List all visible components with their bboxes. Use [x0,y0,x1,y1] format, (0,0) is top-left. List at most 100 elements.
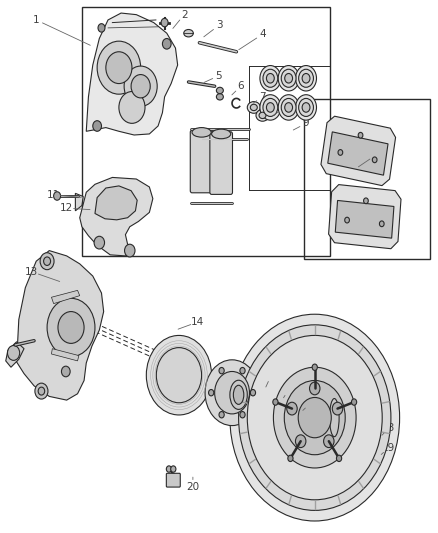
Polygon shape [328,184,401,249]
Circle shape [358,132,363,138]
Polygon shape [51,349,79,361]
Circle shape [35,383,48,399]
Circle shape [219,367,224,374]
Text: 10: 10 [369,150,382,160]
Polygon shape [17,251,104,400]
Ellipse shape [299,99,314,116]
Ellipse shape [260,66,281,91]
Circle shape [372,157,377,163]
Text: 7: 7 [259,92,266,102]
Circle shape [240,411,245,418]
Circle shape [288,455,293,462]
Text: 4: 4 [259,29,266,39]
Circle shape [106,52,132,84]
Circle shape [284,381,345,455]
Ellipse shape [278,66,299,91]
Text: 1: 1 [33,15,39,25]
Circle shape [273,367,356,468]
Text: 15: 15 [265,370,278,380]
Ellipse shape [302,74,310,83]
Ellipse shape [263,99,278,116]
Circle shape [240,367,245,374]
Text: 12: 12 [60,203,73,213]
Ellipse shape [184,29,193,37]
Ellipse shape [281,69,296,87]
Circle shape [97,41,141,94]
Circle shape [324,435,334,448]
Ellipse shape [230,380,247,409]
Circle shape [230,314,399,521]
Circle shape [131,75,150,98]
FancyBboxPatch shape [166,473,180,487]
Text: 8: 8 [281,102,288,112]
Polygon shape [86,13,178,135]
Circle shape [215,372,250,414]
Circle shape [162,38,171,49]
Circle shape [94,236,105,249]
Ellipse shape [285,74,293,83]
Polygon shape [6,342,24,367]
Circle shape [312,364,318,370]
Circle shape [47,298,95,357]
Ellipse shape [212,129,231,139]
Ellipse shape [260,95,281,120]
Circle shape [351,399,357,405]
Circle shape [124,244,135,257]
Ellipse shape [192,127,211,137]
Text: 11: 11 [47,190,60,200]
Circle shape [287,402,297,415]
Circle shape [239,325,391,511]
Circle shape [38,387,45,395]
Ellipse shape [233,385,244,405]
Circle shape [296,435,306,448]
Ellipse shape [302,103,310,112]
Ellipse shape [266,103,274,112]
Ellipse shape [285,103,293,112]
Ellipse shape [247,102,260,114]
Circle shape [119,92,145,123]
Polygon shape [321,116,396,185]
Ellipse shape [329,399,339,437]
Circle shape [161,18,168,27]
Polygon shape [80,177,153,256]
Circle shape [332,402,343,415]
Circle shape [336,455,342,462]
Ellipse shape [281,99,296,116]
Circle shape [7,345,20,360]
Circle shape [298,398,331,438]
Circle shape [247,335,382,500]
Circle shape [61,366,70,377]
Circle shape [345,217,350,223]
Circle shape [166,466,172,472]
Circle shape [219,411,224,418]
Circle shape [124,66,157,107]
Text: 6: 6 [237,81,244,91]
Text: 9: 9 [303,118,309,128]
Ellipse shape [296,95,317,120]
Circle shape [171,466,176,472]
Circle shape [364,198,368,204]
Ellipse shape [256,110,269,121]
Text: 17: 17 [304,398,317,408]
Circle shape [40,253,54,270]
Circle shape [251,390,255,396]
Circle shape [338,150,343,155]
Circle shape [146,335,212,415]
Text: 3: 3 [215,20,223,30]
Polygon shape [75,193,83,211]
FancyBboxPatch shape [210,132,233,195]
Text: 2: 2 [181,10,187,20]
Circle shape [58,312,84,343]
Text: 14: 14 [191,317,204,327]
Circle shape [310,382,320,395]
Circle shape [44,257,50,265]
Text: 19: 19 [382,443,396,453]
Circle shape [156,348,201,403]
Circle shape [379,221,384,227]
Polygon shape [95,186,137,220]
Ellipse shape [216,94,223,100]
Polygon shape [51,290,80,304]
Ellipse shape [251,104,257,111]
Ellipse shape [266,74,274,83]
Text: 13: 13 [25,267,39,277]
